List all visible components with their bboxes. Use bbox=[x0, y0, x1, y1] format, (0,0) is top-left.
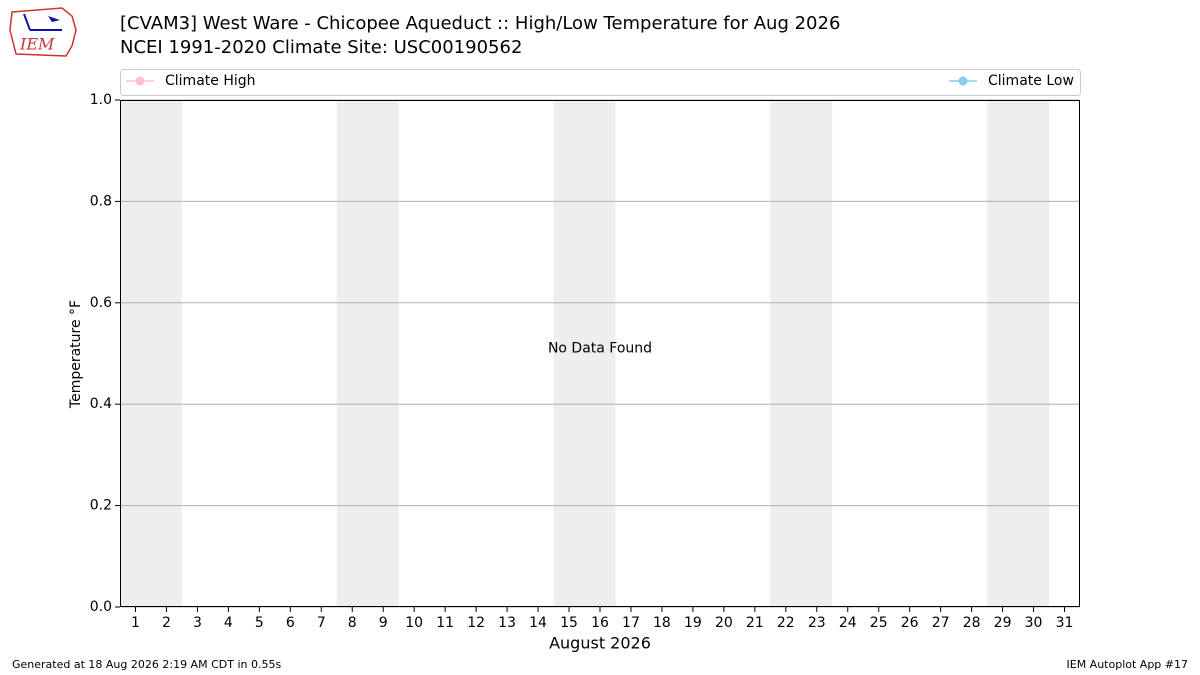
y-tick-label: 0.2 bbox=[90, 498, 112, 514]
x-tick-label: 30 bbox=[1025, 615, 1043, 631]
x-tick-label: 18 bbox=[653, 615, 671, 631]
y-axis-label: Temperature °F bbox=[68, 300, 84, 409]
x-tick-label: 8 bbox=[348, 615, 357, 631]
x-tick-label: 26 bbox=[901, 615, 919, 631]
x-tick-label: 7 bbox=[317, 615, 326, 631]
x-tick-label: 19 bbox=[684, 615, 702, 631]
x-tick-label: 31 bbox=[1056, 615, 1074, 631]
x-tick-label: 14 bbox=[529, 615, 547, 631]
x-tick-label: 12 bbox=[467, 615, 485, 631]
x-tick-label: 28 bbox=[963, 615, 981, 631]
y-tick-label: 0.6 bbox=[90, 295, 112, 311]
weekend-shade bbox=[987, 100, 1050, 607]
weekend-shade bbox=[770, 100, 833, 607]
x-tick-label: 15 bbox=[560, 615, 578, 631]
x-tick-label: 10 bbox=[405, 615, 423, 631]
x-tick-label: 29 bbox=[994, 615, 1012, 631]
x-axis-label: August 2026 bbox=[549, 634, 651, 653]
footer-left: Generated at 18 Aug 2026 2:19 AM CDT in … bbox=[12, 658, 281, 671]
x-tick-label: 13 bbox=[498, 615, 516, 631]
x-tick-label: 27 bbox=[932, 615, 950, 631]
x-tick-label: 21 bbox=[746, 615, 764, 631]
weekend-shade bbox=[553, 100, 616, 607]
x-tick-label: 2 bbox=[162, 615, 171, 631]
x-tick-label: 3 bbox=[193, 615, 202, 631]
x-tick-label: 17 bbox=[622, 615, 640, 631]
x-tick-label: 23 bbox=[808, 615, 826, 631]
x-tick-label: 20 bbox=[715, 615, 733, 631]
x-tick-label: 6 bbox=[286, 615, 295, 631]
x-tick-label: 22 bbox=[777, 615, 795, 631]
logo-text: IEM bbox=[19, 35, 55, 54]
legend-marker bbox=[958, 76, 968, 86]
y-tick-label: 0.8 bbox=[90, 193, 112, 209]
x-tick-label: 11 bbox=[436, 615, 454, 631]
legend-label: Climate Low bbox=[988, 73, 1074, 89]
legend bbox=[120, 69, 1081, 96]
x-tick-label: 1 bbox=[131, 615, 140, 631]
y-tick-label: 0.4 bbox=[90, 396, 112, 412]
y-tick-label: 1.0 bbox=[90, 92, 112, 108]
legend-marker bbox=[135, 76, 145, 86]
x-tick-label: 25 bbox=[870, 615, 888, 631]
weekend-shade bbox=[336, 100, 399, 607]
legend-label: Climate High bbox=[165, 73, 256, 89]
y-tick-label: 0.0 bbox=[90, 599, 112, 615]
plot-frame bbox=[120, 100, 1080, 607]
footer-right: IEM Autoplot App #17 bbox=[1067, 658, 1189, 671]
chart-subtitle: NCEI 1991-2020 Climate Site: USC00190562 bbox=[120, 37, 522, 58]
x-tick-label: 16 bbox=[591, 615, 609, 631]
x-tick-label: 4 bbox=[224, 615, 233, 631]
x-tick-label: 9 bbox=[379, 615, 388, 631]
x-tick-label: 5 bbox=[255, 615, 264, 631]
logo: IEM bbox=[9, 7, 77, 57]
x-tick-label: 24 bbox=[839, 615, 857, 631]
annotation: No Data Found bbox=[548, 341, 652, 357]
chart-title: [CVAM3] West Ware - Chicopee Aqueduct ::… bbox=[120, 13, 840, 34]
weekend-shade bbox=[120, 100, 182, 607]
